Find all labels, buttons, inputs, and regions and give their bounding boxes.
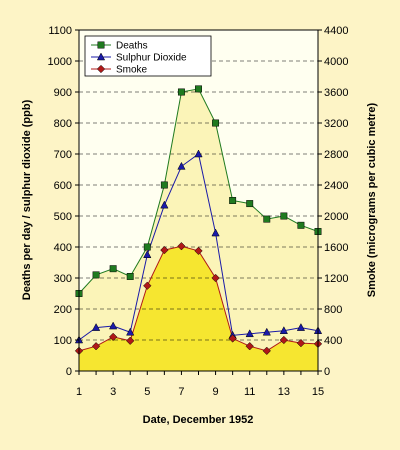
y-tick-label: 900 [54,87,72,99]
deaths-point [212,119,220,127]
right-axis: 0 400 800 1200 1600 2000 2400 2800 3200 3600 4000 4… [318,25,348,378]
smoke-point [245,342,254,351]
y2-tick-label: 3600 [324,87,348,99]
x-tick-label: 13 [278,386,290,398]
sulphur-dioxide-point [262,327,271,336]
deaths-area [79,88,318,372]
sulphur-dioxide-point [143,250,152,258]
deaths-point [109,265,117,273]
y-tick-label: 800 [54,118,72,130]
deaths-point [195,85,202,93]
smoke-point [126,336,135,345]
smoke-point [143,281,152,290]
legend-deaths-marker [97,41,105,49]
deaths-point [229,197,237,204]
y-tick-label: 500 [54,211,72,223]
x-tick-label: 1 [76,386,82,398]
deaths-point [177,88,185,96]
smoke-point [228,334,237,343]
legend-sulphur-dioxide-marker [96,52,106,61]
smoke-point [160,245,169,255]
sulphur-dioxide-point [109,321,118,330]
y-tick-label: 200 [54,304,72,316]
sulphur-dioxide-point [245,329,254,338]
smoke-point [194,246,203,256]
y2-tick-label: 4400 [324,25,348,37]
sulphur-dioxide-point [211,228,220,237]
y-tick-label: 0 [66,366,72,378]
sulphur-dioxide-point [160,200,169,209]
y2-tick-label: 1600 [324,242,348,254]
smoke-point [296,338,306,348]
x-tick-label: 5 [144,386,150,398]
deaths-point [280,212,288,220]
smoke-point [177,242,186,251]
smoke-point [279,335,289,345]
y-axis-title: Deaths per day / sulphur dioxide (ppb) [21,99,33,300]
y2-axis-title: Smoke (micrograms per cubic metre) [366,102,378,297]
deaths-point [160,181,168,189]
sulphur-dioxide-point [177,161,186,170]
y2-tick-label: 3200 [324,118,348,130]
y-tick-label: 1100 [48,25,72,37]
y-tick-label: 100 [54,335,72,347]
deaths-point [263,215,271,223]
y2-tick-label: 2800 [324,149,348,161]
y-tick-label: 300 [54,273,72,285]
smoke-point [262,346,271,356]
sulphur-dioxide-point [91,323,101,331]
y2-tick-label: 4000 [324,56,348,68]
deaths-point [297,221,305,229]
y2-tick-label: 0 [324,366,330,378]
sulphur-dioxide-point [126,327,135,336]
x-tick-label: 15 [312,386,324,398]
smoke-point [108,332,118,342]
legend-sulphur-dioxide-label: Sulphur Dioxide [116,53,187,64]
left-axis: 0 100 200 300 400 500 600 700 800 900 1000 1100 [48,25,79,378]
y2-tick-label: 800 [324,304,342,316]
x-axis: 1 3 5 7 9 11 13 15 [76,371,324,398]
smoke-point [91,342,101,351]
y2-tick-label: 400 [324,335,342,347]
y-tick-label: 700 [54,149,72,161]
x-tick-label: 3 [110,386,116,398]
x-tick-label: 9 [213,386,219,398]
y2-tick-label: 2400 [324,180,348,192]
legend-smoke-label: Smoke [116,65,148,76]
deaths-point [92,271,100,279]
x-axis-title: Date, December 1952 [143,414,254,426]
y-tick-label: 600 [54,180,72,192]
deaths-point [143,243,151,251]
y-tick-label: 1000 [48,56,72,68]
legend-deaths-label: Deaths [116,41,148,52]
y2-tick-label: 1200 [324,273,348,285]
deaths-point [246,200,254,208]
y-tick-label: 400 [54,242,72,254]
x-tick-label: 11 [244,386,255,398]
legend-smoke-marker [96,64,106,74]
smoke-point [211,273,220,283]
y2-tick-label: 2000 [324,211,348,223]
sulphur-dioxide-point [279,326,288,334]
sulphur-dioxide-point [194,149,203,158]
sulphur-dioxide-point [296,323,306,331]
deaths-point [126,273,134,280]
x-tick-label: 7 [178,386,184,398]
